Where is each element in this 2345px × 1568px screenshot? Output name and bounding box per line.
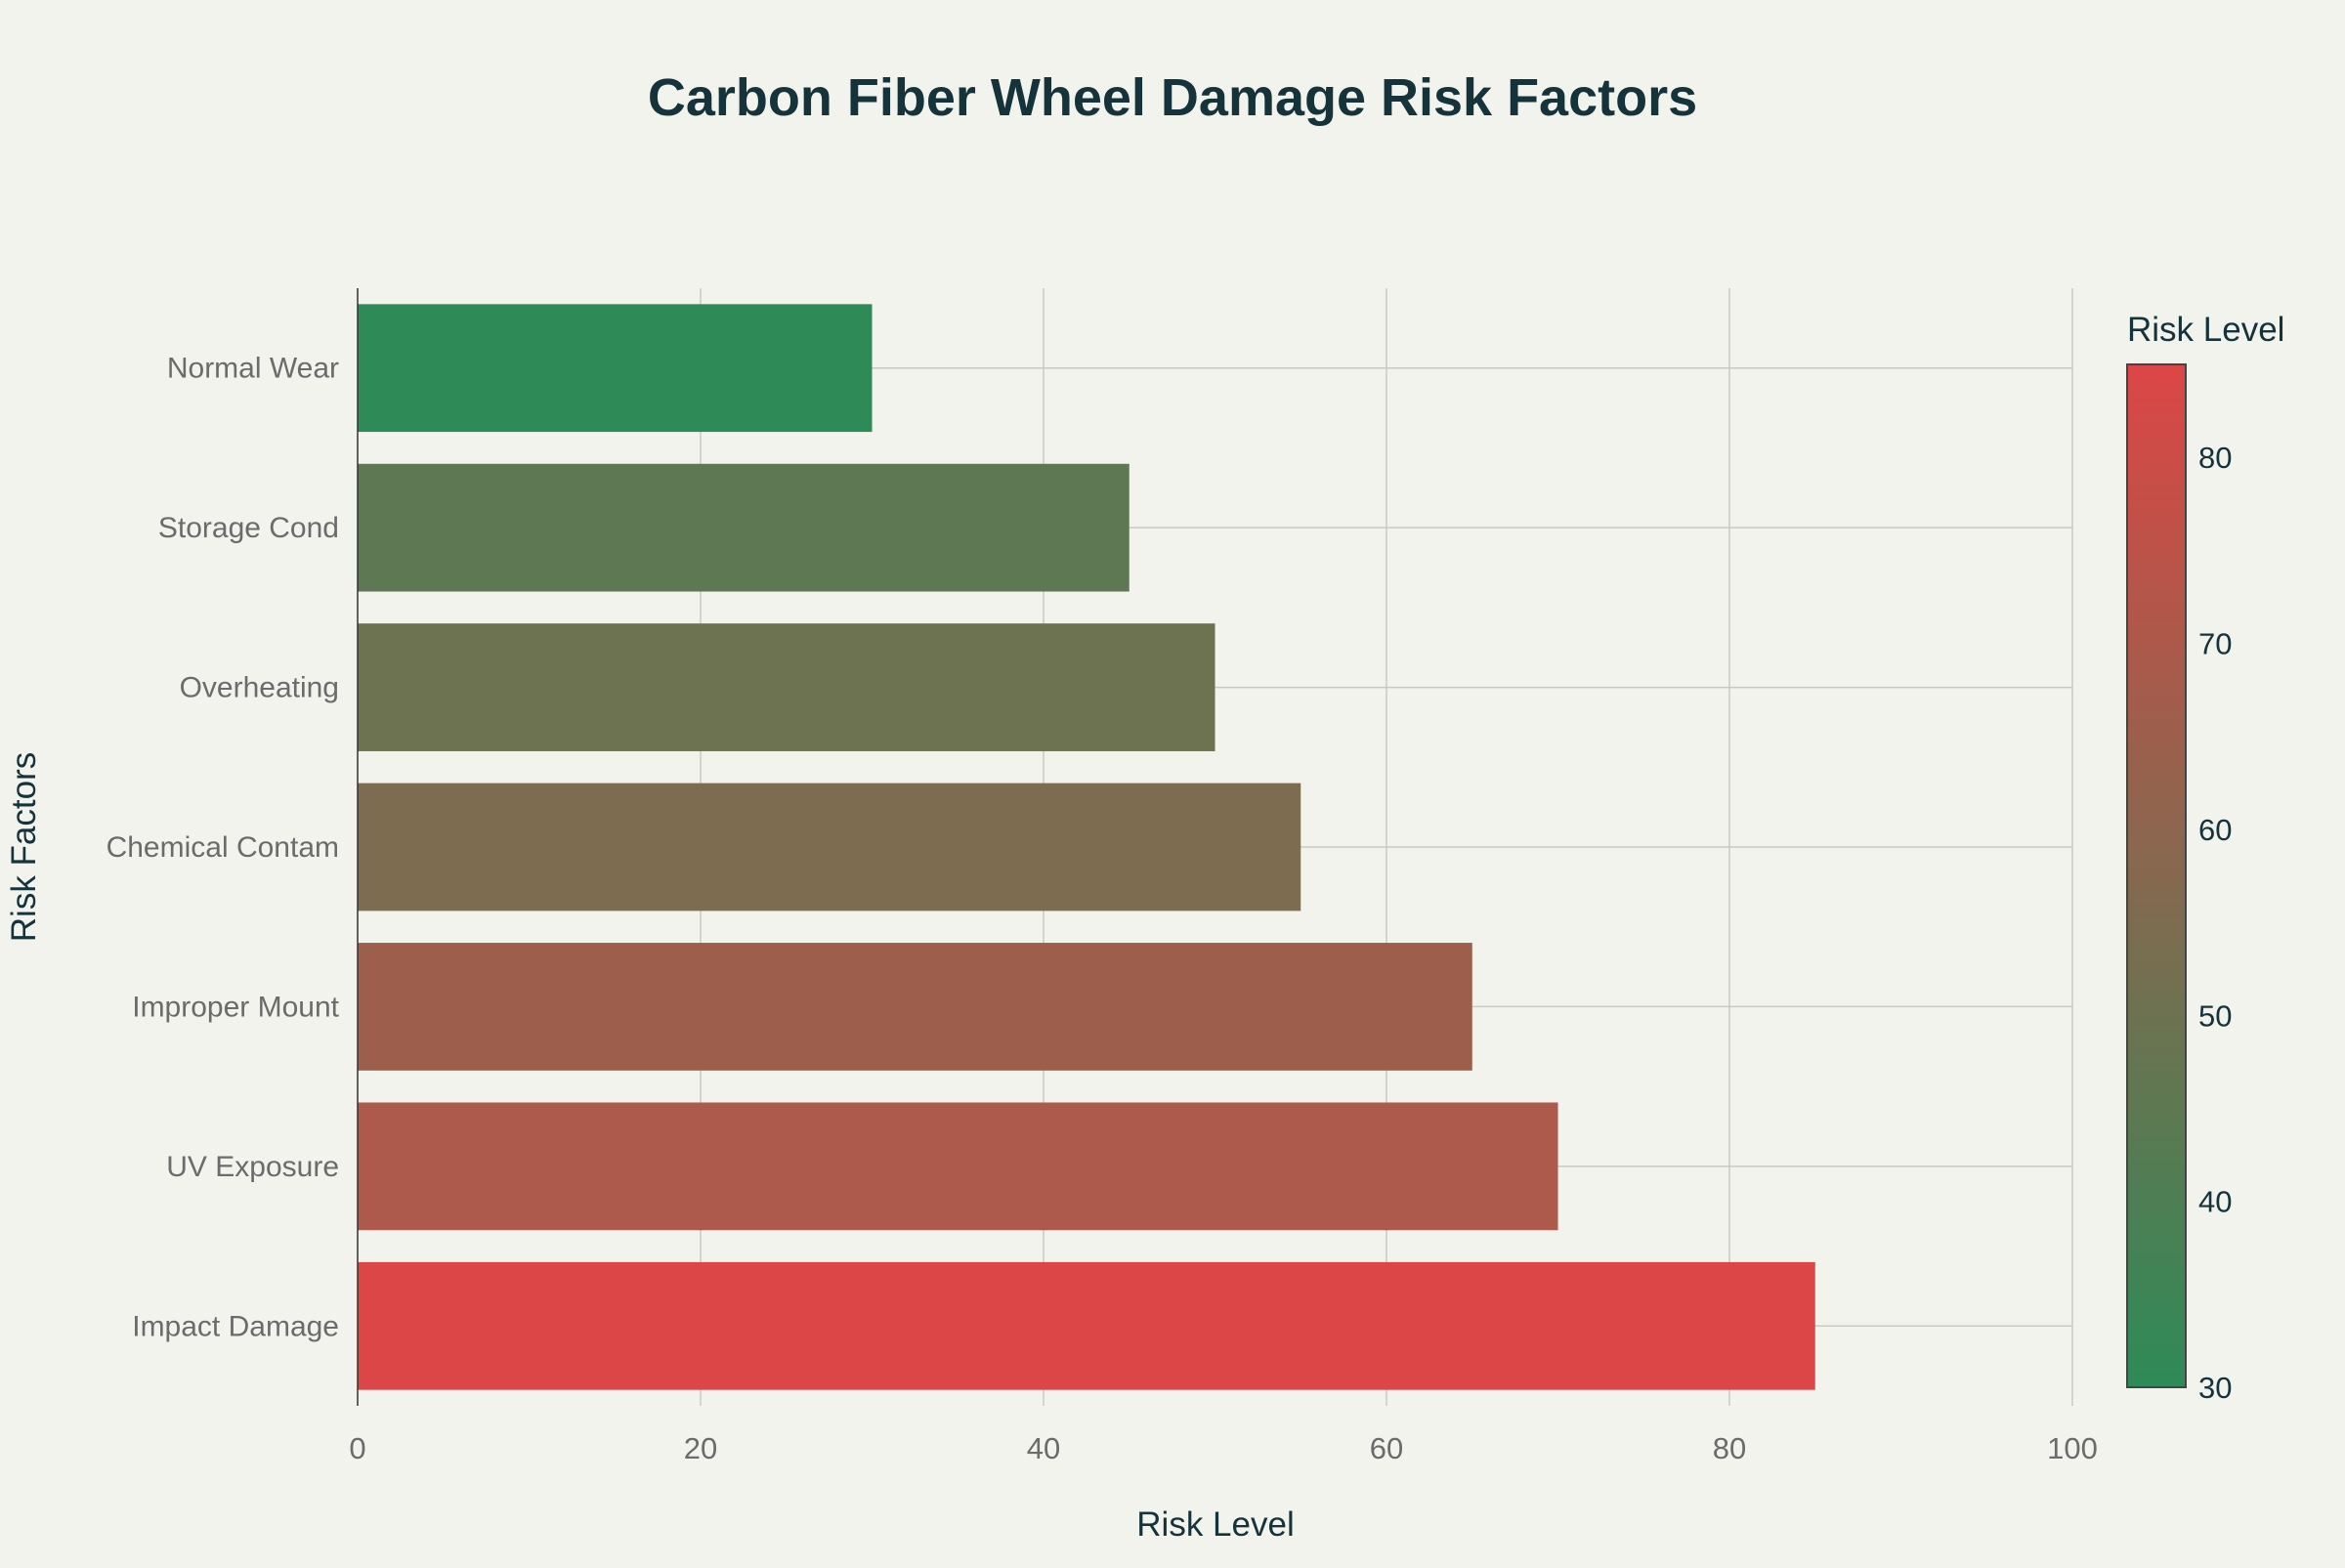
x-tick-label: 20 [684, 1431, 717, 1465]
colorbar [2126, 363, 2187, 1388]
chart-title: Carbon Fiber Wheel Damage Risk Factors [648, 68, 1697, 127]
x-tick-label: 100 [2047, 1431, 2098, 1465]
y-tick-label: Impact Damage [132, 1310, 339, 1342]
colorbar-tick-label: 80 [2198, 441, 2232, 475]
colorbar-ticks: 30 40 50 60 70 80 [2198, 441, 2232, 1405]
y-tick-label: Normal Wear [167, 353, 339, 385]
y-axis-title: Risk Factors [5, 752, 43, 942]
x-tick-label: 40 [1027, 1431, 1060, 1465]
colorbar-tick-label: 40 [2198, 1185, 2232, 1219]
x-tick-label: 60 [1370, 1431, 1403, 1465]
x-tick-label: 0 [349, 1431, 365, 1465]
colorbar-title: Risk Level [2127, 311, 2284, 349]
y-tick-label: UV Exposure [166, 1151, 339, 1183]
bar-overheating [358, 623, 1215, 751]
colorbar-tick-label: 30 [2198, 1371, 2232, 1405]
bar-uv-exposure [358, 1102, 1558, 1231]
bar-impact-damage [358, 1261, 1815, 1390]
bar-storage-cond [358, 463, 1130, 592]
y-tick-label: Overheating [180, 672, 339, 704]
y-tick-label: Storage Cond [158, 512, 339, 544]
x-axis-title: Risk Level [1136, 1505, 1294, 1544]
x-tick-label: 80 [1713, 1431, 1746, 1465]
colorbar-tick-label: 70 [2198, 627, 2232, 661]
colorbar-tick-label: 60 [2198, 813, 2232, 847]
bar-normal-wear [358, 304, 873, 433]
x-tick-labels: 0 20 40 60 80 100 [349, 1431, 2097, 1465]
y-tick-label: Chemical Contam [107, 831, 339, 864]
y-tick-label: Improper Mount [132, 991, 339, 1023]
bar-improper-mount [358, 943, 1472, 1071]
bars [358, 304, 1815, 1390]
bar-chemical-contam [358, 783, 1301, 911]
y-tick-labels: Normal Wear Storage Cond Overheating Chemic… [107, 353, 340, 1343]
colorbar-tick-label: 50 [2198, 998, 2232, 1033]
